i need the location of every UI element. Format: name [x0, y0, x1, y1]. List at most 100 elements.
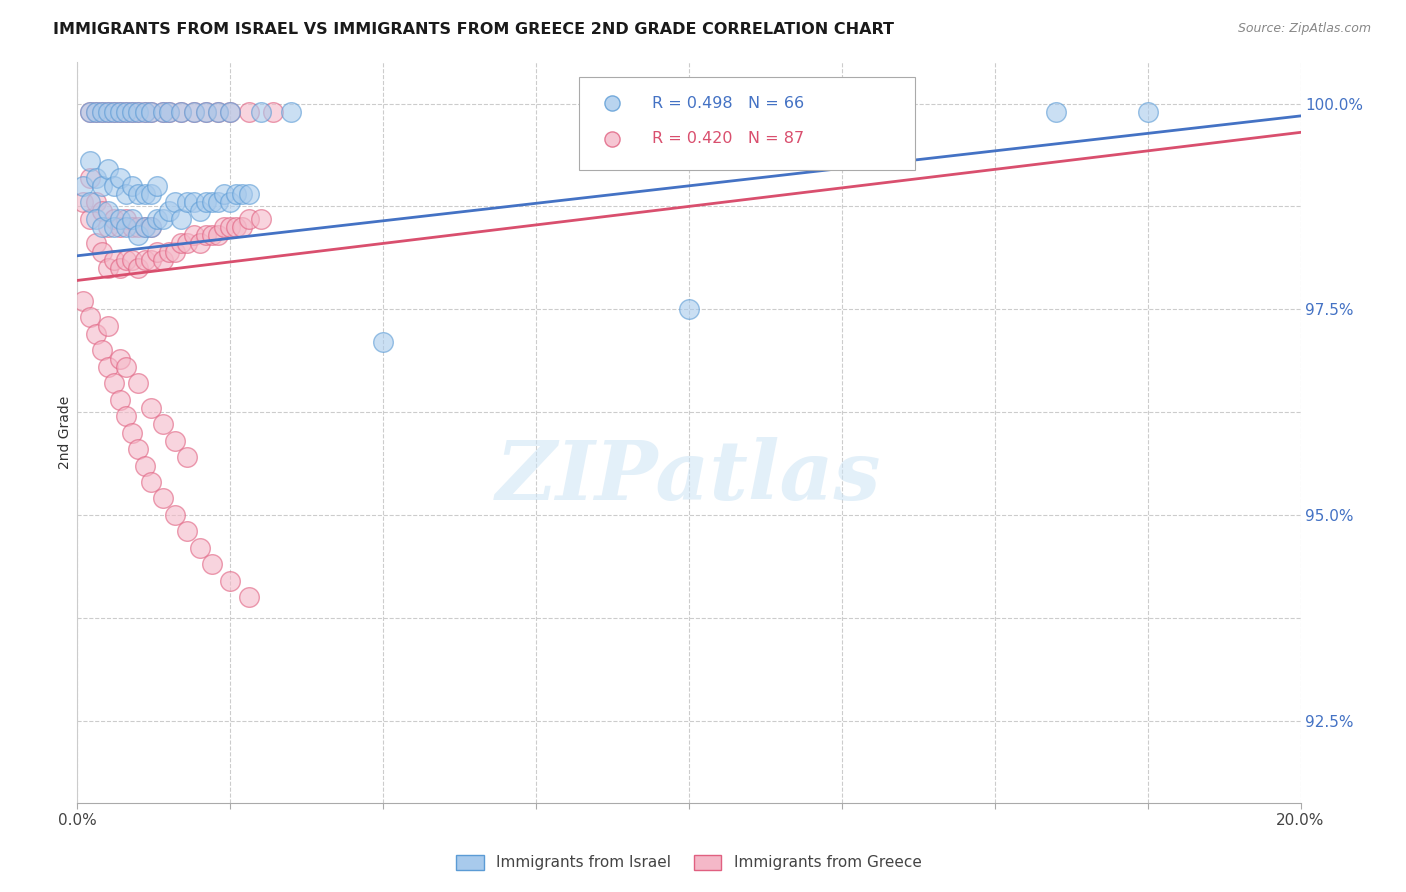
Point	[72, 178, 94, 193]
Point	[108, 170, 131, 185]
Point	[188, 236, 211, 251]
Point	[250, 211, 273, 226]
Point	[157, 104, 180, 119]
Point	[1045, 104, 1067, 119]
Point	[79, 104, 101, 119]
Point	[176, 524, 198, 539]
Text: R = 0.420   N = 87: R = 0.420 N = 87	[652, 131, 804, 146]
Text: R = 0.498   N = 66: R = 0.498 N = 66	[652, 95, 804, 111]
Point	[108, 211, 131, 226]
Point	[90, 178, 112, 193]
Point	[207, 228, 229, 243]
Point	[617, 104, 640, 119]
Point	[152, 417, 174, 432]
Point	[127, 228, 149, 243]
Point	[134, 104, 156, 119]
Point	[212, 187, 235, 202]
Point	[231, 187, 253, 202]
Point	[97, 104, 120, 119]
Point	[134, 219, 156, 234]
Point	[97, 203, 120, 218]
Point	[157, 104, 180, 119]
Point	[121, 219, 143, 234]
Point	[103, 104, 125, 119]
Point	[176, 236, 198, 251]
Point	[219, 574, 242, 588]
Point	[103, 376, 125, 391]
Point	[90, 104, 112, 119]
Point	[201, 558, 224, 572]
Point	[225, 187, 247, 202]
Point	[194, 104, 217, 119]
Point	[115, 219, 138, 234]
Point	[127, 376, 149, 391]
Point	[165, 195, 187, 210]
Point	[262, 104, 284, 119]
Point	[134, 219, 156, 234]
Point	[165, 508, 187, 522]
Point	[188, 541, 211, 555]
Point	[176, 450, 198, 465]
Point	[225, 219, 247, 234]
Point	[207, 195, 229, 210]
Point	[238, 104, 260, 119]
Point	[134, 252, 156, 267]
Point	[139, 104, 162, 119]
Point	[219, 219, 242, 234]
Text: Source: ZipAtlas.com: Source: ZipAtlas.com	[1237, 22, 1371, 36]
Point	[72, 195, 94, 210]
Point	[134, 104, 156, 119]
Point	[152, 252, 174, 267]
Point	[134, 458, 156, 473]
Point	[219, 104, 242, 119]
Point	[134, 187, 156, 202]
Y-axis label: 2nd Grade: 2nd Grade	[58, 396, 72, 469]
Point	[152, 104, 174, 119]
Point	[97, 359, 120, 374]
Point	[127, 187, 149, 202]
Point	[194, 195, 217, 210]
Point	[139, 252, 162, 267]
Point	[146, 244, 169, 259]
Point	[121, 104, 143, 119]
Point	[207, 104, 229, 119]
Point	[97, 261, 120, 276]
Point	[97, 162, 120, 177]
Point	[72, 293, 94, 308]
Point	[127, 219, 149, 234]
Point	[139, 475, 162, 489]
Point	[121, 211, 143, 226]
Point	[103, 178, 125, 193]
Point	[139, 219, 162, 234]
Point	[103, 211, 125, 226]
Point	[194, 104, 217, 119]
Point	[238, 187, 260, 202]
Point	[108, 392, 131, 407]
Point	[201, 195, 224, 210]
Point	[90, 104, 112, 119]
Point	[90, 219, 112, 234]
Point	[127, 104, 149, 119]
Point	[97, 219, 120, 234]
Point	[79, 104, 101, 119]
Point	[194, 228, 217, 243]
Point	[79, 211, 101, 226]
Point	[250, 104, 273, 119]
Point	[183, 104, 205, 119]
Point	[127, 442, 149, 456]
Point	[238, 590, 260, 604]
Point	[108, 351, 131, 366]
Point	[157, 244, 180, 259]
Point	[170, 211, 193, 226]
Point	[108, 219, 131, 234]
Point	[84, 170, 107, 185]
Text: IMMIGRANTS FROM ISRAEL VS IMMIGRANTS FROM GREECE 2ND GRADE CORRELATION CHART: IMMIGRANTS FROM ISRAEL VS IMMIGRANTS FRO…	[53, 22, 894, 37]
Point	[170, 104, 193, 119]
Point	[139, 219, 162, 234]
Point	[152, 491, 174, 506]
Point	[108, 261, 131, 276]
Point	[139, 104, 162, 119]
Point	[207, 104, 229, 119]
Point	[146, 211, 169, 226]
Point	[121, 252, 143, 267]
